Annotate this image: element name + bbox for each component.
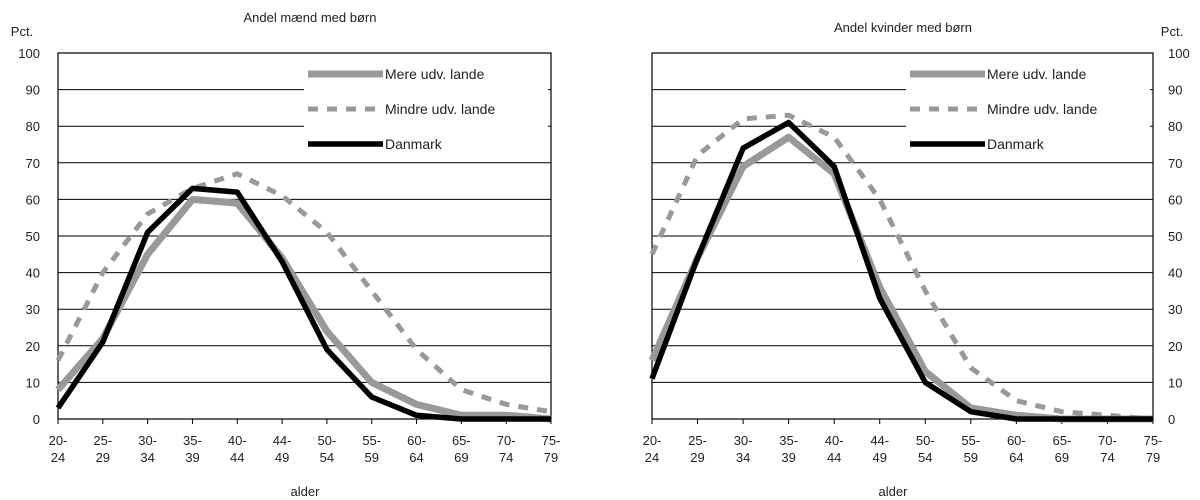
x-tick-label: 59	[364, 450, 378, 465]
x-tick-label: 75-	[1144, 433, 1163, 448]
legend-label-1: Mere udv. lande	[987, 66, 1087, 82]
x-tick-label: 25-	[688, 433, 707, 448]
chart-title: Andel kvinder med børn	[834, 20, 972, 35]
y-tick-label: 10	[26, 375, 40, 390]
x-axis-label: alder	[291, 484, 321, 499]
x-tick-label: 79	[544, 450, 558, 465]
x-tick-label: 44	[230, 450, 244, 465]
y-tick-label: 100	[1168, 46, 1190, 61]
series-line-2	[55, 171, 552, 415]
y-tick-label: 80	[1168, 119, 1182, 134]
y-axis-label: Pct.	[1161, 24, 1183, 39]
x-tick-label: 30-	[138, 433, 157, 448]
x-tick-label: 65-	[1053, 433, 1072, 448]
x-axis-label: alder	[879, 484, 909, 499]
x-tick-label: 30-	[734, 433, 753, 448]
x-tick-label: 25-	[93, 433, 112, 448]
x-tick-label: 59	[964, 450, 978, 465]
x-tick-label: 79	[1146, 450, 1160, 465]
y-axis-label: Pct.	[11, 24, 33, 39]
x-tick-label: 55-	[961, 433, 980, 448]
x-tick-label: 20-	[49, 433, 68, 448]
series-line-1	[55, 195, 552, 423]
x-tick-label: 65-	[452, 433, 471, 448]
x-tick-label: 39	[185, 450, 199, 465]
legend-label-3: Danmark	[385, 136, 443, 152]
x-tick-label: 50-	[318, 433, 337, 448]
x-tick-label: 24	[645, 450, 659, 465]
x-tick-label: 75-	[542, 433, 561, 448]
x-tick-label: 74	[1100, 450, 1114, 465]
x-tick-label: 35-	[779, 433, 798, 448]
x-tick-label: 44	[827, 450, 841, 465]
legend: Mere udv. lande Mindre udv. lande Danmark	[304, 58, 548, 156]
legend-label-1: Mere udv. lande	[385, 66, 485, 82]
x-tick-label: 29	[690, 450, 704, 465]
y-tick-label: 50	[1168, 229, 1182, 244]
legend-label-2: Mindre udv. lande	[385, 101, 495, 117]
y-tick-label: 60	[1168, 192, 1182, 207]
x-tick-label: 40-	[825, 433, 844, 448]
plot-area	[57, 52, 552, 420]
x-tick-label: 64	[409, 450, 423, 465]
y-tick-label: 30	[1168, 302, 1182, 317]
x-tick-label: 24	[51, 450, 65, 465]
y-tick-label: 60	[26, 192, 40, 207]
y-tick-label: 70	[26, 156, 40, 171]
y-tick-label: 10	[1168, 375, 1182, 390]
x-tick-label: 54	[320, 450, 334, 465]
y-tick-label: 50	[26, 229, 40, 244]
y-tick-label: 70	[1168, 156, 1182, 171]
x-tick-label: 60-	[407, 433, 426, 448]
legend-label-2: Mindre udv. lande	[987, 101, 1097, 117]
x-tick-label: 60-	[1007, 433, 1026, 448]
y-tick-label: 90	[1168, 83, 1182, 98]
chart-panel-1: 0 10 20 30 40 50 60 70 80 90 100 20- 24 25- 29 30- 34 35-…	[11, 10, 561, 499]
legend-label-3: Danmark	[987, 136, 1045, 152]
x-tick-label: 69	[1055, 450, 1069, 465]
x-tick-label: 29	[96, 450, 110, 465]
series-line-2	[649, 112, 1154, 422]
x-tick-label: 69	[454, 450, 468, 465]
x-tick-label: 40-	[228, 433, 247, 448]
x-tick-label: 44-	[273, 433, 292, 448]
x-tick-label: 55-	[362, 433, 381, 448]
y-tick-label: 30	[26, 302, 40, 317]
chart-panel-2: 0 10 20 30 40 50 60 70 80 90 100 20- 24 25- 29 30- 34 35-…	[643, 20, 1190, 499]
y-tick-label: 40	[1168, 266, 1182, 281]
y-tick-label: 40	[26, 266, 40, 281]
x-tick-label: 70-	[497, 433, 516, 448]
y-tick-label: 100	[18, 46, 40, 61]
y-tick-label: 20	[1168, 339, 1182, 354]
y-tick-label: 0	[33, 412, 40, 427]
x-tick-label: 35-	[183, 433, 202, 448]
legend: Mere udv. lande Mindre udv. lande Danmark	[906, 58, 1150, 156]
x-tick-label: 39	[781, 450, 795, 465]
x-tick-label: 64	[1009, 450, 1023, 465]
x-tick-label: 44-	[870, 433, 889, 448]
chart-title: Andel mænd med børn	[244, 10, 377, 25]
series-line-3	[649, 119, 1153, 422]
x-tick-label: 50-	[916, 433, 935, 448]
series-line-3	[55, 185, 551, 422]
x-tick-label: 74	[499, 450, 513, 465]
y-tick-label: 20	[26, 339, 40, 354]
x-tick-label: 70-	[1098, 433, 1117, 448]
y-tick-label: 90	[26, 83, 40, 98]
x-tick-label: 20-	[643, 433, 662, 448]
y-tick-label: 0	[1168, 412, 1175, 427]
x-tick-label: 49	[872, 450, 886, 465]
x-tick-label: 54	[918, 450, 932, 465]
x-tick-label: 49	[275, 450, 289, 465]
x-tick-label: 34	[140, 450, 154, 465]
x-tick-label: 34	[736, 450, 750, 465]
plot-area	[651, 52, 1154, 420]
y-tick-label: 80	[26, 119, 40, 134]
